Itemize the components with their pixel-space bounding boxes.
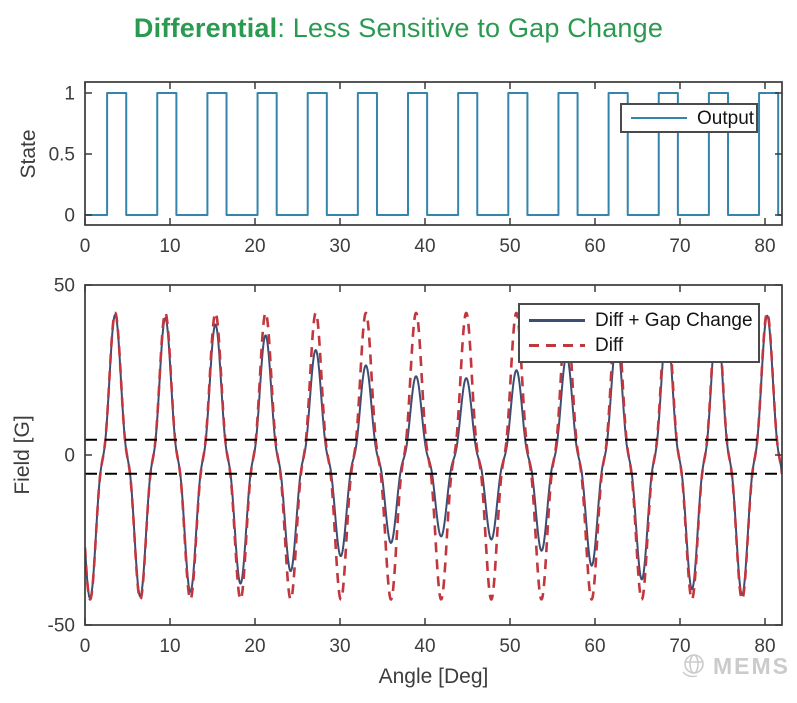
y-tick-label: 0.5 — [49, 144, 75, 165]
title-rest: : Less Sensitive to Gap Change — [277, 13, 664, 43]
legend-label-output: Output — [697, 107, 755, 129]
y-tick-label: 50 — [54, 276, 75, 297]
x-tick-label: 50 — [499, 236, 520, 257]
output-line — [85, 91, 782, 216]
watermark: MEMS — [678, 650, 790, 682]
legend-row-diff: Diff — [520, 336, 758, 355]
x-tick-label: 70 — [669, 236, 690, 257]
title-emphasis: Differential — [133, 13, 278, 43]
legend-label-diff-gap: Diff + Gap Change — [595, 310, 753, 331]
bottom-legend: Diff + Gap Change Diff — [518, 303, 760, 363]
x-tick-label: 40 — [414, 636, 435, 657]
bottom-ylabel: Field [G] — [11, 415, 34, 495]
diff-line-sample — [529, 344, 585, 347]
diff-gap-line-sample — [529, 319, 585, 322]
y-tick-label: -50 — [48, 616, 75, 637]
x-tick-label: 50 — [499, 636, 520, 657]
top-legend: Output — [620, 103, 758, 133]
y-tick-label: 0 — [64, 205, 75, 226]
legend-label-diff: Diff — [595, 335, 624, 356]
diff-line — [85, 311, 782, 601]
top-ylabel: State — [17, 129, 40, 179]
x-tick-label: 20 — [244, 236, 265, 257]
y-tick-label: 0 — [64, 446, 75, 467]
x-tick-label: 0 — [80, 236, 91, 257]
y-tick-label: 1 — [64, 83, 75, 104]
globe-icon — [682, 654, 704, 678]
x-tick-label: 40 — [414, 236, 435, 257]
x-tick-label: 30 — [329, 236, 350, 257]
x-tick-label: 30 — [329, 636, 350, 657]
x-tick-label: 80 — [754, 636, 775, 657]
legend-row-output: Output — [622, 109, 756, 128]
x-tick-label: 0 — [80, 636, 91, 657]
figure-title: Differential: Less Sensitive to Gap Chan… — [0, 13, 797, 44]
legend-row-diff-gap: Diff + Gap Change — [520, 311, 758, 330]
x-tick-label: 80 — [754, 236, 775, 257]
x-tick-label: 60 — [584, 236, 605, 257]
output-line-sample — [631, 117, 687, 119]
x-tick-label: 10 — [159, 636, 180, 657]
x-tick-label: 60 — [584, 636, 605, 657]
x-tick-label: 70 — [669, 636, 690, 657]
x-tick-label: 10 — [159, 236, 180, 257]
x-tick-label: 20 — [244, 636, 265, 657]
bottom-xlabel: Angle [Deg] — [378, 665, 489, 688]
watermark-text: MEMS — [713, 652, 790, 679]
